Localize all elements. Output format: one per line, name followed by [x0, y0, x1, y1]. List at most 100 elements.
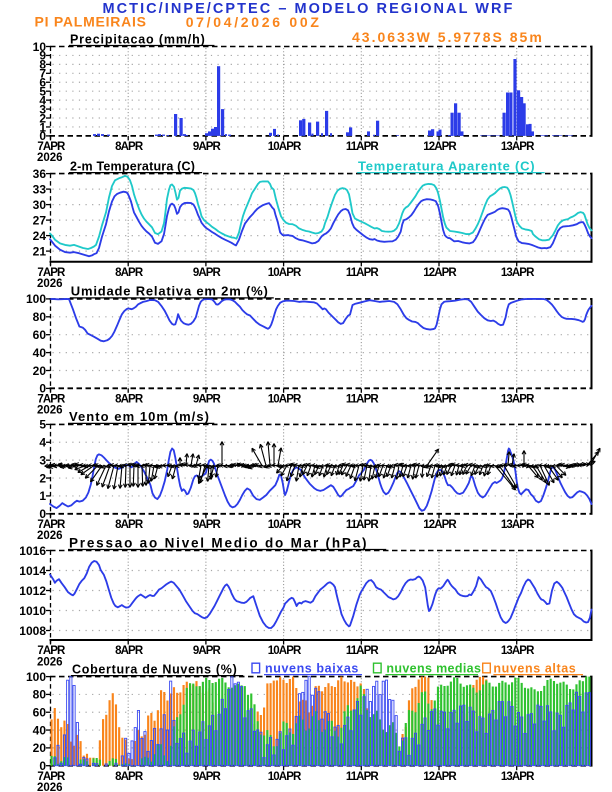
- svg-text:12APR: 12APR: [423, 267, 457, 279]
- svg-text:9APR: 9APR: [193, 519, 222, 531]
- svg-text:1: 1: [39, 489, 46, 503]
- svg-text:1014: 1014: [19, 564, 46, 578]
- svg-text:80: 80: [33, 310, 47, 324]
- svg-text:40: 40: [33, 346, 47, 360]
- svg-text:2026: 2026: [37, 278, 63, 290]
- svg-text:60: 60: [33, 706, 47, 720]
- svg-text:13APR: 13APR: [501, 519, 535, 531]
- svg-text:12APR: 12APR: [423, 771, 457, 783]
- svg-text:8APR: 8APR: [115, 141, 144, 153]
- svg-text:Cobertura de Nuvens (%): Cobertura de Nuvens (%): [72, 662, 237, 676]
- svg-text:100: 100: [26, 292, 46, 306]
- svg-text:12APR: 12APR: [423, 645, 457, 657]
- svg-text:80: 80: [33, 688, 47, 702]
- svg-text:0: 0: [39, 382, 46, 396]
- svg-text:10APR: 10APR: [268, 394, 302, 406]
- svg-text:13APR: 13APR: [501, 771, 535, 783]
- svg-text:10APR: 10APR: [268, 645, 302, 657]
- svg-text:7APR: 7APR: [37, 267, 66, 279]
- svg-text:20: 20: [33, 741, 47, 755]
- svg-text:07/04/2026 00Z: 07/04/2026 00Z: [186, 14, 322, 30]
- svg-text:9: 9: [39, 49, 46, 63]
- svg-text:10APR: 10APR: [268, 771, 302, 783]
- svg-text:33: 33: [33, 182, 47, 196]
- svg-text:0: 0: [39, 759, 46, 773]
- svg-text:2026: 2026: [37, 152, 63, 164]
- svg-text:13APR: 13APR: [501, 394, 535, 406]
- svg-text:0: 0: [39, 129, 46, 143]
- svg-text:MCTIC/INPE/CPTEC – MODELO REGI: MCTIC/INPE/CPTEC – MODELO REGIONAL WRF: [103, 1, 515, 17]
- svg-text:11APR: 11APR: [346, 394, 380, 406]
- svg-text:2026: 2026: [37, 782, 63, 792]
- svg-text:7APR: 7APR: [37, 771, 66, 783]
- svg-text:4: 4: [39, 93, 46, 107]
- svg-text:9APR: 9APR: [193, 267, 222, 279]
- svg-text:1016: 1016: [19, 544, 46, 558]
- svg-text:8APR: 8APR: [115, 645, 144, 657]
- svg-text:8APR: 8APR: [115, 519, 144, 531]
- svg-text:7APR: 7APR: [37, 394, 66, 406]
- svg-text:2: 2: [39, 471, 46, 485]
- svg-text:10: 10: [33, 40, 47, 54]
- svg-text:20: 20: [33, 364, 47, 378]
- svg-text:3: 3: [39, 102, 46, 116]
- svg-text:11APR: 11APR: [346, 519, 380, 531]
- svg-text:7APR: 7APR: [37, 519, 66, 531]
- svg-text:43.0633W 5.9778S 85m: 43.0633W 5.9778S 85m: [352, 29, 544, 45]
- svg-text:3: 3: [39, 454, 46, 468]
- svg-text:PI PALMEIRAIS: PI PALMEIRAIS: [35, 14, 147, 30]
- svg-text:nuvens baixas: nuvens baixas: [265, 662, 359, 676]
- svg-text:8APR: 8APR: [115, 267, 144, 279]
- svg-text:27: 27: [33, 213, 47, 227]
- svg-text:2: 2: [39, 111, 46, 125]
- svg-text:2-m Temperatura (C): 2-m Temperatura (C): [70, 159, 195, 173]
- svg-text:nuvens altas: nuvens altas: [493, 662, 576, 676]
- svg-text:13APR: 13APR: [501, 267, 535, 279]
- svg-text:Umidade Relativa em 2m (%): Umidade Relativa em 2m (%): [71, 284, 269, 299]
- svg-text:1010: 1010: [19, 604, 46, 618]
- svg-text:60: 60: [33, 328, 47, 342]
- svg-text:13APR: 13APR: [501, 141, 535, 153]
- svg-text:11APR: 11APR: [346, 267, 380, 279]
- svg-text:0: 0: [39, 507, 46, 521]
- svg-text:7APR: 7APR: [37, 141, 66, 153]
- svg-text:12APR: 12APR: [423, 394, 457, 406]
- svg-text:21: 21: [33, 244, 47, 258]
- svg-text:2026: 2026: [37, 530, 63, 542]
- svg-text:12APR: 12APR: [423, 141, 457, 153]
- svg-text:Vento em 10m (m/s): Vento em 10m (m/s): [69, 409, 210, 424]
- svg-text:13APR: 13APR: [501, 645, 535, 657]
- svg-text:11APR: 11APR: [346, 645, 380, 657]
- svg-text:8: 8: [39, 58, 46, 72]
- svg-text:2026: 2026: [37, 656, 63, 668]
- svg-text:11APR: 11APR: [346, 771, 380, 783]
- svg-text:1008: 1008: [19, 624, 46, 638]
- svg-text:11APR: 11APR: [346, 141, 380, 153]
- svg-text:5: 5: [39, 85, 46, 99]
- svg-text:2026: 2026: [37, 405, 63, 417]
- svg-text:9APR: 9APR: [193, 141, 222, 153]
- svg-text:9APR: 9APR: [193, 394, 222, 406]
- svg-text:8APR: 8APR: [115, 771, 144, 783]
- svg-text:nuvens medias: nuvens medias: [386, 662, 481, 676]
- svg-text:Temperatura Aparente (C): Temperatura Aparente (C): [358, 158, 535, 173]
- svg-text:24: 24: [33, 229, 47, 243]
- svg-text:10APR: 10APR: [268, 141, 302, 153]
- svg-text:1: 1: [39, 120, 46, 134]
- svg-text:5: 5: [39, 418, 46, 432]
- svg-text:Precipitacao (mm/h): Precipitacao (mm/h): [70, 32, 206, 46]
- svg-text:36: 36: [33, 167, 47, 181]
- svg-text:12APR: 12APR: [423, 519, 457, 531]
- svg-text:9APR: 9APR: [193, 645, 222, 657]
- svg-text:9APR: 9APR: [193, 771, 222, 783]
- svg-text:10APR: 10APR: [268, 267, 302, 279]
- svg-text:7: 7: [39, 67, 46, 81]
- svg-text:Pressao ao Nivel Medio do Mar: Pressao ao Nivel Medio do Mar (hPa): [69, 535, 368, 550]
- svg-text:7APR: 7APR: [37, 645, 66, 657]
- svg-text:1012: 1012: [19, 584, 46, 598]
- svg-text:100: 100: [26, 670, 46, 684]
- svg-text:40: 40: [33, 723, 47, 737]
- svg-text:10APR: 10APR: [268, 519, 302, 531]
- svg-text:6: 6: [39, 76, 46, 90]
- svg-text:8APR: 8APR: [115, 394, 144, 406]
